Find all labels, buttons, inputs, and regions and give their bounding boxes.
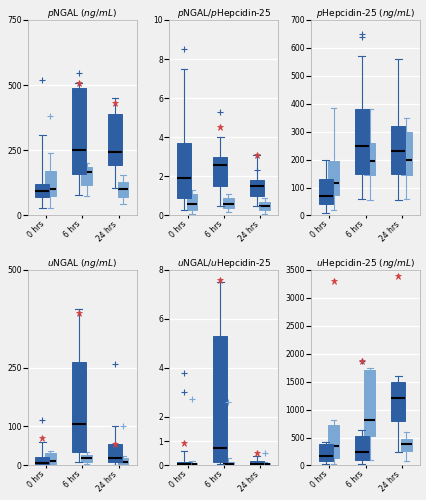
PathPatch shape <box>364 143 374 175</box>
Title: $\it{u}$Hepcidin-25 $\it{(ng/mL)}$: $\it{u}$Hepcidin-25 $\it{(ng/mL)}$ <box>315 257 414 270</box>
PathPatch shape <box>364 370 374 436</box>
PathPatch shape <box>222 462 233 464</box>
PathPatch shape <box>81 454 92 462</box>
Title: $\it{p}$NGAL/$\it{p}$Hepcidin-25: $\it{p}$NGAL/$\it{p}$Hepcidin-25 <box>176 7 271 20</box>
PathPatch shape <box>328 425 338 458</box>
PathPatch shape <box>108 444 121 462</box>
PathPatch shape <box>391 382 404 421</box>
PathPatch shape <box>45 452 56 464</box>
Title: $\it{p}$Hepcidin-25 $\it{(ng/mL)}$: $\it{p}$Hepcidin-25 $\it{(ng/mL)}$ <box>315 7 414 20</box>
PathPatch shape <box>318 444 332 460</box>
PathPatch shape <box>35 184 49 197</box>
PathPatch shape <box>391 126 404 174</box>
PathPatch shape <box>81 167 92 186</box>
PathPatch shape <box>213 157 227 186</box>
PathPatch shape <box>117 182 128 197</box>
PathPatch shape <box>249 180 263 196</box>
PathPatch shape <box>318 179 332 204</box>
PathPatch shape <box>354 110 368 174</box>
Title: $\it{p}$NGAL $\it{(ng/mL)}$: $\it{p}$NGAL $\it{(ng/mL)}$ <box>47 7 117 20</box>
PathPatch shape <box>400 438 411 451</box>
PathPatch shape <box>186 463 197 465</box>
PathPatch shape <box>259 202 269 209</box>
Title: $\it{u}$NGAL $\it{(ng/mL)}$: $\it{u}$NGAL $\it{(ng/mL)}$ <box>47 257 117 270</box>
PathPatch shape <box>354 436 368 460</box>
PathPatch shape <box>259 463 269 465</box>
Title: $\it{u}$NGAL/$\it{u}$Hepcidin-25: $\it{u}$NGAL/$\it{u}$Hepcidin-25 <box>176 257 271 270</box>
PathPatch shape <box>400 132 411 175</box>
PathPatch shape <box>177 143 190 198</box>
PathPatch shape <box>177 462 190 465</box>
PathPatch shape <box>35 457 49 464</box>
PathPatch shape <box>72 88 85 174</box>
PathPatch shape <box>45 171 56 196</box>
PathPatch shape <box>117 458 128 464</box>
PathPatch shape <box>328 161 338 194</box>
PathPatch shape <box>108 114 121 164</box>
PathPatch shape <box>249 460 263 464</box>
PathPatch shape <box>213 336 227 462</box>
PathPatch shape <box>72 362 85 452</box>
PathPatch shape <box>222 198 233 207</box>
PathPatch shape <box>186 194 197 210</box>
